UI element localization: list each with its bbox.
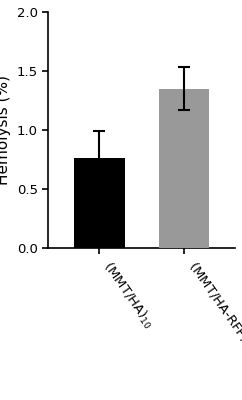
Y-axis label: Hemolysis (%): Hemolysis (%) (0, 75, 11, 185)
Bar (74, 158, 125, 248)
Bar (159, 89, 209, 248)
